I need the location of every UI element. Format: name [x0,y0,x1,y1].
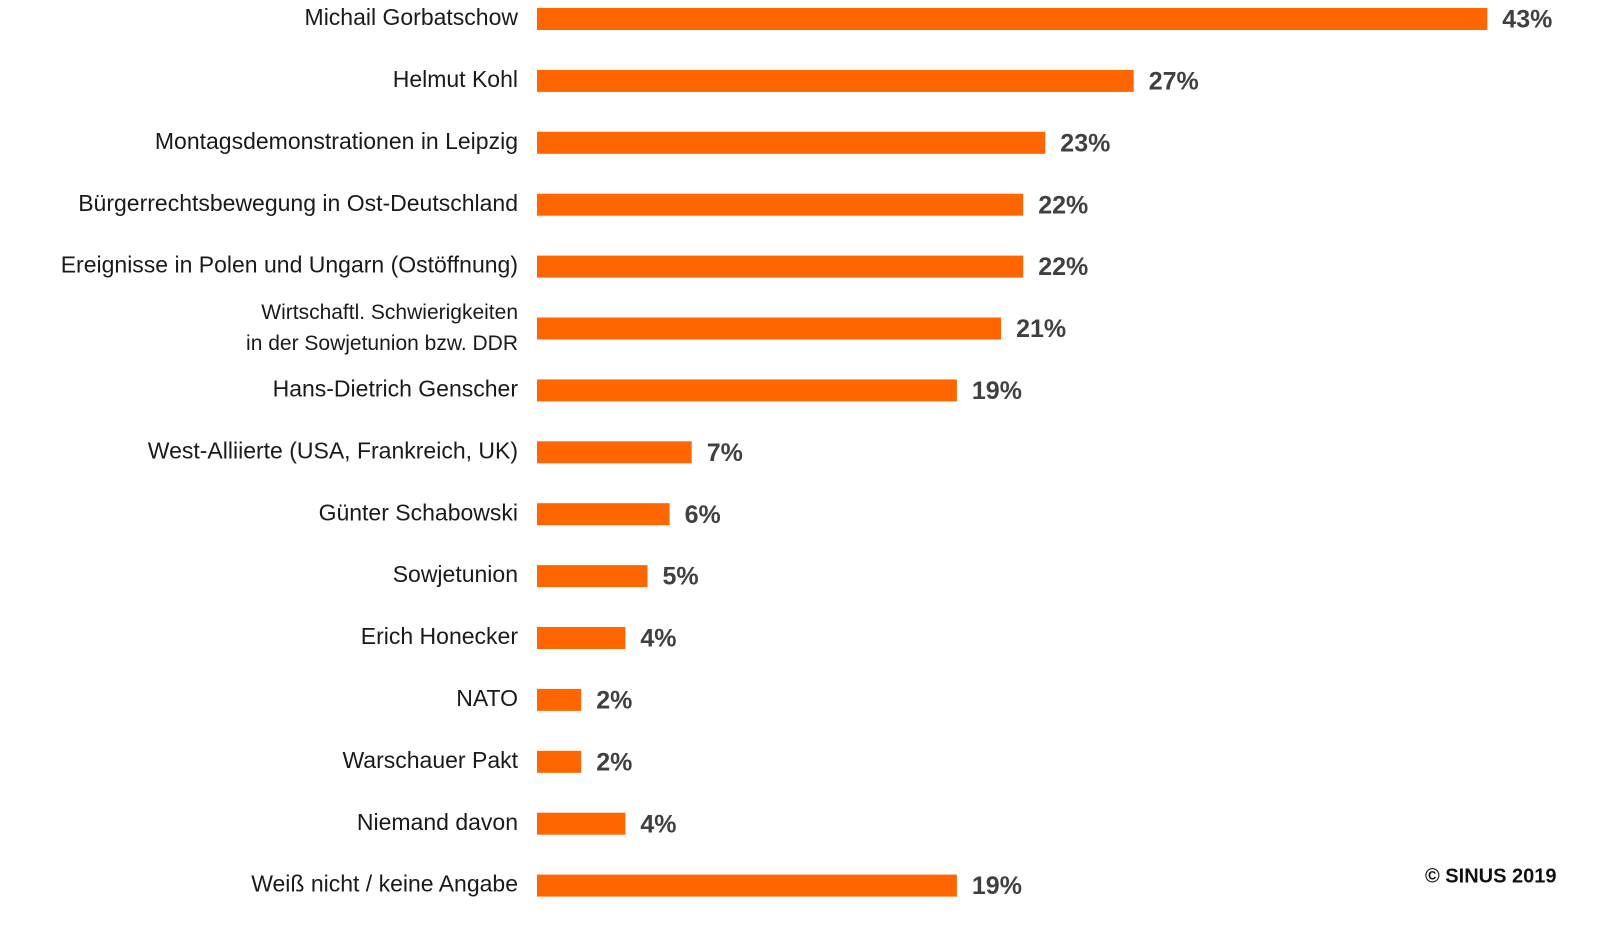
bar [537,688,582,711]
category-label: Ereignisse in Polen und Ungarn (Ostöffnu… [61,252,518,278]
bar [537,131,1046,154]
category-label: NATO [456,685,518,711]
value-label: 2% [596,687,632,715]
category-label: Bürgerrechtsbewegung in Ost-Deutschland [78,190,518,216]
bar [537,874,957,897]
bar [537,255,1024,278]
bar [537,812,626,835]
bar [537,317,1002,340]
category-label: Wirtschaftl. Schwierigkeiten in der Sowje… [246,301,518,355]
value-label: 43% [1502,6,1552,34]
category-label: Niemand davon [357,809,518,835]
category-label: Weiß nicht / keine Angabe [251,871,518,897]
category-label: Sowjetunion [393,561,518,587]
bar [537,565,648,588]
bar [537,441,692,464]
bar [537,750,582,773]
value-label: 5% [663,563,699,591]
value-label: 21% [1016,315,1066,343]
category-label: Helmut Kohl [393,66,518,92]
value-label: 4% [640,810,676,838]
bar [537,379,957,402]
category-label: Hans-Dietrich Genscher [273,375,519,401]
category-label: Warschauer Pakt [342,747,518,773]
bar [537,627,626,649]
bar [537,193,1024,216]
source-note: © SINUS 2019 [1425,865,1556,887]
value-label: 27% [1149,68,1199,96]
category-label: Erich Honecker [361,623,519,649]
value-label: 19% [972,377,1022,405]
bar [537,8,1488,30]
category-label: Montagsdemonstrationen in Leipzig [155,128,518,154]
value-label: 4% [640,625,676,653]
value-label: 19% [972,872,1022,900]
value-label: 7% [707,439,743,467]
value-label: 6% [685,501,721,529]
value-label: 2% [596,748,632,776]
bar [537,69,1134,92]
bar [537,503,670,526]
value-label: 23% [1060,129,1110,157]
category-label: Günter Schabowski [319,499,518,525]
category-label: West-Alliierte (USA, Frankreich, UK) [148,437,518,463]
value-label: 22% [1038,253,1088,281]
category-label: Michail Gorbatschow [305,4,519,30]
value-label: 22% [1038,191,1088,219]
